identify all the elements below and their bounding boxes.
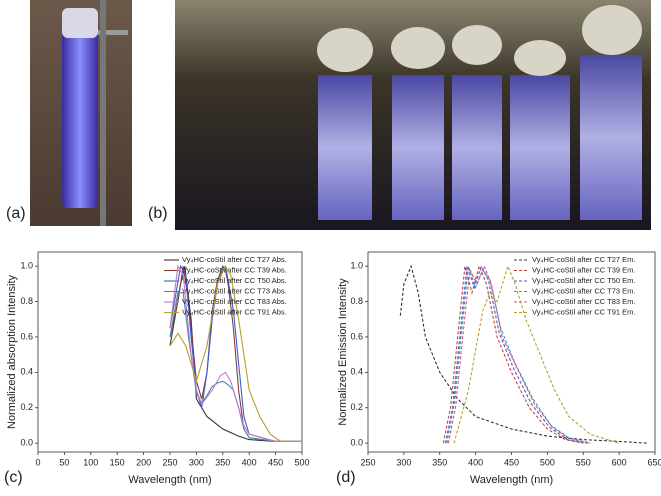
y-tick-label: 0.0: [20, 438, 33, 448]
legend-label: Vy₄HC-coStil after CC T27 Em.: [532, 255, 636, 264]
series-line: [447, 264, 591, 444]
x-tick-label: 500: [294, 457, 309, 467]
x-tick-label: 350: [215, 457, 230, 467]
panel-label: (d): [336, 469, 356, 486]
x-tick-label: 300: [396, 457, 411, 467]
legend-label: Vy₄HC-coStil after CC T50 Em.: [532, 276, 636, 285]
series-line: [442, 264, 584, 444]
legend-label: Vy₄HC-coStil after CC T39 Abs.: [182, 265, 287, 274]
x-tick-label: 350: [432, 457, 447, 467]
x-axis-label: Wavelength (nm): [470, 474, 553, 486]
y-tick-label: 1.0: [350, 261, 363, 271]
x-tick-label: 450: [504, 457, 519, 467]
series-line: [169, 265, 302, 442]
series-line: [399, 264, 648, 444]
x-tick-label: 450: [268, 457, 283, 467]
x-tick-label: 500: [540, 457, 555, 467]
y-tick-label: 0.8: [350, 296, 363, 306]
y-tick-label: 0.2: [20, 402, 33, 412]
x-tick-label: 100: [83, 457, 98, 467]
y-tick-label: 0.8: [20, 296, 33, 306]
legend-label: Vy₄HC-coStil after CC T91 Em.: [532, 307, 636, 316]
x-axis-label: Wavelength (nm): [128, 474, 211, 486]
x-tick-label: 150: [110, 457, 125, 467]
y-tick-label: 0.0: [350, 438, 363, 448]
x-tick-label: 200: [136, 457, 151, 467]
legend-label: Vy₄HC-coStil after CC T50 Abs.: [182, 276, 287, 285]
x-tick-label: 600: [612, 457, 627, 467]
x-tick-label: 250: [162, 457, 177, 467]
legend-label: Vy₄HC-coStil after CC T83 Abs.: [182, 297, 287, 306]
y-tick-label: 0.6: [350, 331, 363, 341]
x-tick-label: 400: [242, 457, 257, 467]
legend-label: Vy₄HC-coStil after CC T39 Em.: [532, 265, 636, 274]
legend-label: Vy₄HC-coStil after CC T27 Abs.: [182, 255, 287, 264]
x-tick-label: 0: [35, 457, 40, 467]
y-tick-label: 0.6: [20, 331, 33, 341]
y-tick-label: 0.4: [350, 367, 363, 377]
series-line: [444, 264, 587, 444]
y-axis-label: Normalized absorption Intensity: [6, 274, 18, 429]
x-tick-label: 400: [468, 457, 483, 467]
y-tick-label: 0.2: [350, 402, 363, 412]
series-line: [169, 264, 302, 442]
panel-label: (c): [4, 469, 23, 486]
y-axis-label: Normalized Emission Intensity: [337, 278, 349, 426]
y-tick-label: 0.4: [20, 367, 33, 377]
legend-label: Vy₄HC-coStil after CC T83 Em.: [532, 297, 636, 306]
panel-label: (a): [6, 205, 26, 222]
y-tick-label: 1.0: [20, 261, 33, 271]
x-tick-label: 650: [647, 457, 661, 467]
photo-a: [30, 0, 132, 226]
x-tick-label: 50: [59, 457, 69, 467]
x-tick-label: 550: [576, 457, 591, 467]
series-line: [169, 292, 302, 442]
x-tick-label: 300: [189, 457, 204, 467]
series-line: [453, 264, 620, 444]
panel-label: (b): [148, 205, 168, 222]
legend-label: Vy₄HC-coStil after CC T73 Em.: [532, 286, 636, 295]
photo-b: [175, 0, 651, 230]
legend-label: Vy₄HC-coStil after CC T91 Abs.: [182, 307, 287, 316]
legend-label: Vy₄HC-coStil after CC T73 Abs.: [182, 286, 287, 295]
x-tick-label: 250: [360, 457, 375, 467]
